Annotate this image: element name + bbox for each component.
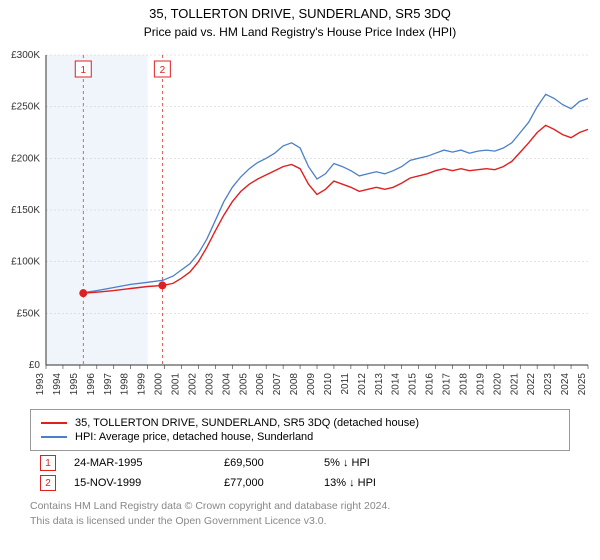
svg-text:1997: 1997	[103, 373, 114, 396]
svg-text:2010: 2010	[323, 373, 334, 396]
svg-text:1996: 1996	[86, 373, 97, 396]
svg-text:2007: 2007	[272, 373, 283, 396]
svg-text:2001: 2001	[171, 373, 182, 396]
sale-price: £69,500	[224, 457, 324, 469]
svg-text:2020: 2020	[492, 373, 503, 396]
svg-text:£250K: £250K	[11, 102, 40, 113]
legend-box: 35, TOLLERTON DRIVE, SUNDERLAND, SR5 3DQ…	[30, 409, 570, 451]
sale-row: 1 24-MAR-1995£69,5005% ↓ HPI	[30, 451, 570, 471]
svg-text:2022: 2022	[526, 373, 537, 396]
chart-area: £0 £50K £100K £150K £200K £250K £300K 1993 1994 1…	[0, 45, 600, 405]
sale-price: £77,000	[224, 477, 324, 489]
svg-text:1994: 1994	[52, 373, 63, 396]
sale-marker: 1	[40, 455, 56, 471]
svg-text:£200K: £200K	[11, 153, 40, 164]
legend-swatch	[41, 422, 67, 424]
legend-label: HPI: Average price, detached house, Sund…	[75, 431, 313, 443]
svg-text:£50K: £50K	[17, 308, 41, 319]
sale-row: 2 15-NOV-1999£77,00013% ↓ HPI	[30, 471, 570, 491]
svg-text:1995: 1995	[69, 373, 80, 396]
svg-text:2015: 2015	[408, 373, 419, 396]
svg-text:2003: 2003	[204, 373, 215, 396]
svg-text:2019: 2019	[475, 373, 486, 396]
attribution: Contains HM Land Registry data © Crown c…	[0, 491, 600, 528]
legend-swatch	[41, 436, 67, 438]
sales-box: 1 24-MAR-1995£69,5005% ↓ HPI 2 15-NOV-1999£…	[30, 451, 570, 491]
attribution-line2: This data is licensed under the Open Gov…	[30, 514, 570, 529]
svg-text:£100K: £100K	[11, 257, 40, 268]
svg-text:2002: 2002	[187, 373, 198, 396]
svg-text:1: 1	[80, 65, 86, 76]
svg-text:1998: 1998	[120, 373, 131, 396]
chart-container: 35, TOLLERTON DRIVE, SUNDERLAND, SR5 3DQ…	[0, 0, 600, 560]
sale-diff: 5% ↓ HPI	[324, 457, 370, 469]
svg-text:2014: 2014	[391, 373, 402, 396]
svg-text:2024: 2024	[560, 373, 571, 396]
svg-text:2008: 2008	[289, 373, 300, 396]
svg-text:2018: 2018	[458, 373, 469, 396]
attribution-line1: Contains HM Land Registry data © Crown c…	[30, 499, 570, 514]
svg-text:2006: 2006	[255, 373, 266, 396]
svg-text:1993: 1993	[35, 373, 46, 396]
legend-area: 35, TOLLERTON DRIVE, SUNDERLAND, SR5 3DQ…	[0, 405, 600, 491]
legend-label: 35, TOLLERTON DRIVE, SUNDERLAND, SR5 3DQ…	[75, 417, 419, 429]
svg-text:2021: 2021	[509, 373, 520, 396]
svg-text:2012: 2012	[357, 373, 368, 396]
svg-text:2005: 2005	[238, 373, 249, 396]
svg-text:2009: 2009	[306, 373, 317, 396]
svg-text:2004: 2004	[221, 373, 232, 396]
chart-title: 35, TOLLERTON DRIVE, SUNDERLAND, SR5 3DQ	[0, 0, 600, 21]
svg-text:£300K: £300K	[11, 50, 40, 61]
svg-text:£150K: £150K	[11, 205, 40, 216]
sale-date: 15-NOV-1999	[74, 477, 224, 489]
line-chart: £0 £50K £100K £150K £200K £250K £300K 1993 1994 1…	[0, 45, 600, 405]
svg-text:2025: 2025	[577, 373, 588, 396]
svg-text:2011: 2011	[340, 373, 351, 395]
legend-row: HPI: Average price, detached house, Sund…	[41, 430, 559, 444]
svg-text:2016: 2016	[425, 373, 436, 396]
legend-row: 35, TOLLERTON DRIVE, SUNDERLAND, SR5 3DQ…	[41, 416, 559, 430]
svg-text:£0: £0	[29, 360, 41, 371]
sale-diff: 13% ↓ HPI	[324, 477, 376, 489]
svg-text:2017: 2017	[442, 373, 453, 396]
chart-subtitle: Price paid vs. HM Land Registry's House …	[0, 21, 600, 45]
sale-date: 24-MAR-1995	[74, 457, 224, 469]
svg-text:2: 2	[160, 65, 166, 76]
svg-text:2013: 2013	[374, 373, 385, 396]
svg-text:2023: 2023	[543, 373, 554, 396]
svg-text:2000: 2000	[154, 373, 165, 396]
svg-text:1999: 1999	[137, 373, 148, 396]
sale-marker: 2	[40, 475, 56, 491]
